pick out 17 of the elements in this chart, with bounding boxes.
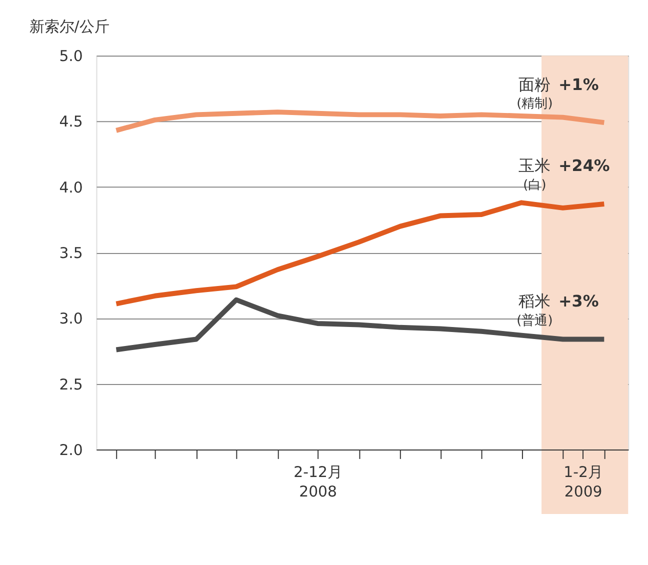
- y-tick-label: 2.5: [59, 375, 83, 394]
- x-tick-label: 2-12月 2008: [294, 462, 342, 501]
- x-tick-label: 1-2月 2009: [564, 462, 603, 501]
- annotation: (精制): [516, 96, 553, 112]
- y-tick-label: 3.5: [59, 244, 83, 262]
- y-axis-title: 新索尔/公斤: [29, 17, 110, 36]
- y-tick-label: 3.0: [59, 310, 83, 328]
- annotation: +24%: [558, 156, 610, 176]
- y-tick-label: 2.0: [59, 441, 83, 459]
- y-tick-label: 5.0: [59, 47, 83, 66]
- y-tick-label: 4.0: [59, 178, 83, 196]
- annotation: +3%: [558, 291, 599, 310]
- series-label: 稻米: [518, 291, 551, 310]
- series-label: 玉米: [518, 156, 551, 176]
- y-tick-label: 4.5: [59, 112, 83, 131]
- annotation: +1%: [558, 74, 599, 94]
- series-label: 面粉: [518, 74, 551, 94]
